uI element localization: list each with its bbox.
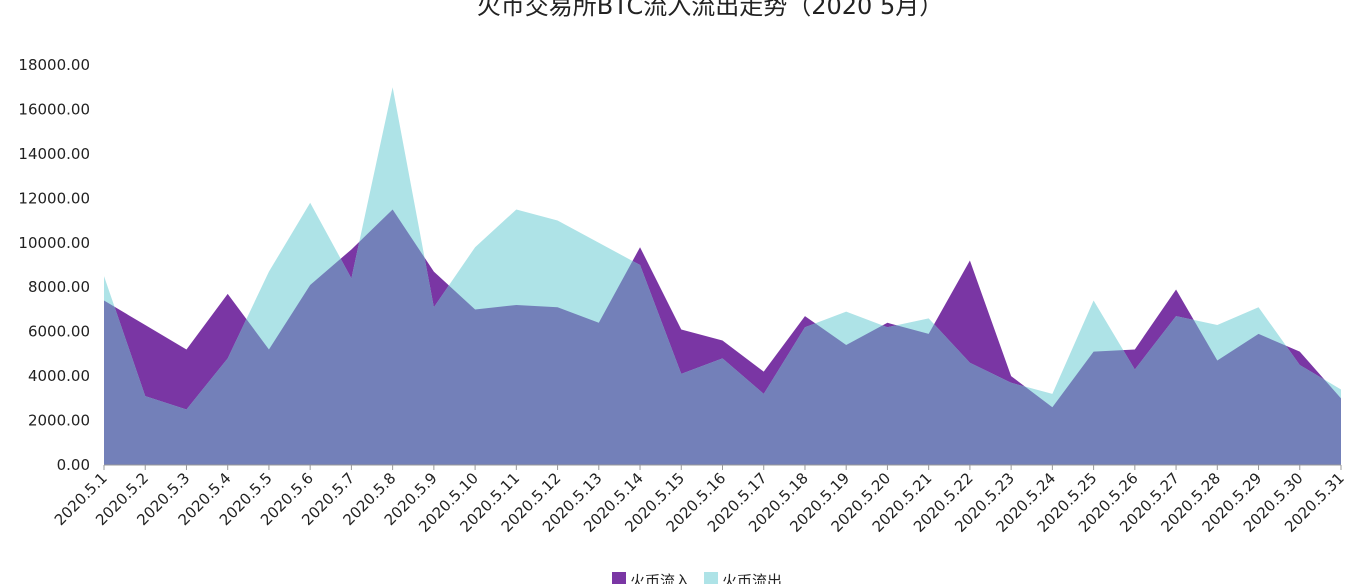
chart-title: 火币交易所BTC流入流出走势（2020 5月） xyxy=(477,0,943,20)
y-tick-label: 8000.00 xyxy=(28,278,90,296)
legend-label: 火币流入 xyxy=(630,572,690,584)
y-tick-label: 14000.00 xyxy=(18,145,90,163)
y-tick-label: 0.00 xyxy=(57,456,90,474)
legend-label: 火币流出 xyxy=(722,572,782,584)
y-tick-label: 2000.00 xyxy=(28,412,90,430)
legend-swatch xyxy=(612,572,626,584)
y-tick-label: 4000.00 xyxy=(28,367,90,385)
overlap-area xyxy=(104,209,1341,465)
y-tick-label: 18000.00 xyxy=(18,56,90,74)
y-tick-label: 12000.00 xyxy=(18,189,90,207)
y-tick-label: 10000.00 xyxy=(18,234,90,252)
y-tick-label: 16000.00 xyxy=(18,100,90,118)
y-tick-label: 6000.00 xyxy=(28,323,90,341)
legend-swatch xyxy=(704,572,719,584)
